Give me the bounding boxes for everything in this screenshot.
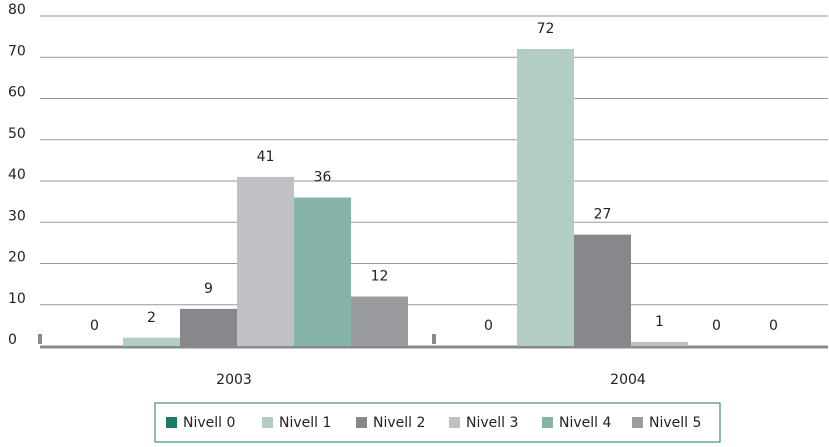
legend-label: Nivell 0: [183, 415, 235, 431]
legend-swatch: [542, 417, 553, 428]
x-tick-label: 2003: [216, 372, 252, 388]
bar: [574, 234, 631, 346]
data-label: 12: [371, 269, 389, 285]
bar: [631, 341, 688, 346]
y-tick-label: 0: [8, 332, 17, 348]
data-label: 27: [594, 207, 612, 223]
y-tick-label: 80: [8, 2, 26, 18]
legend-label: Nivell 4: [559, 415, 611, 431]
legend-box: [154, 402, 721, 443]
data-label: 0: [769, 318, 778, 334]
data-label: 2: [147, 310, 156, 326]
legend-label: Nivell 1: [279, 415, 331, 431]
y-tick-label: 60: [8, 85, 26, 101]
axis-marker: [432, 334, 436, 344]
data-label: 36: [314, 170, 332, 186]
data-label: 9: [204, 281, 213, 297]
data-label: 0: [712, 318, 721, 334]
bar: [237, 176, 294, 346]
y-tick-label: 40: [8, 167, 26, 183]
y-tick-label: 30: [8, 208, 26, 224]
y-tick-label: 20: [8, 250, 26, 266]
legend-swatch: [632, 417, 643, 428]
data-label: 0: [90, 318, 99, 334]
legend-label: Nivell 5: [649, 415, 701, 431]
legend-swatch: [449, 417, 460, 428]
legend-swatch: [262, 417, 273, 428]
x-tick-label: 2004: [610, 372, 646, 388]
y-tick-label: 50: [8, 126, 26, 142]
legend-label: Nivell 3: [466, 415, 518, 431]
data-label: 0: [484, 318, 493, 334]
data-label: 1: [655, 314, 664, 330]
bar: [351, 296, 408, 346]
y-tick-label: 10: [8, 291, 26, 307]
bar: [517, 49, 574, 346]
legend-label: Nivell 2: [373, 415, 425, 431]
bar: [180, 308, 237, 346]
bar: [123, 337, 180, 346]
y-tick-label: 70: [8, 43, 26, 59]
data-label: 41: [257, 149, 275, 165]
legend-swatch: [166, 417, 177, 428]
data-label: 72: [537, 21, 555, 37]
legend-swatch: [356, 417, 367, 428]
bar: [294, 197, 351, 346]
axis-marker: [38, 334, 42, 344]
